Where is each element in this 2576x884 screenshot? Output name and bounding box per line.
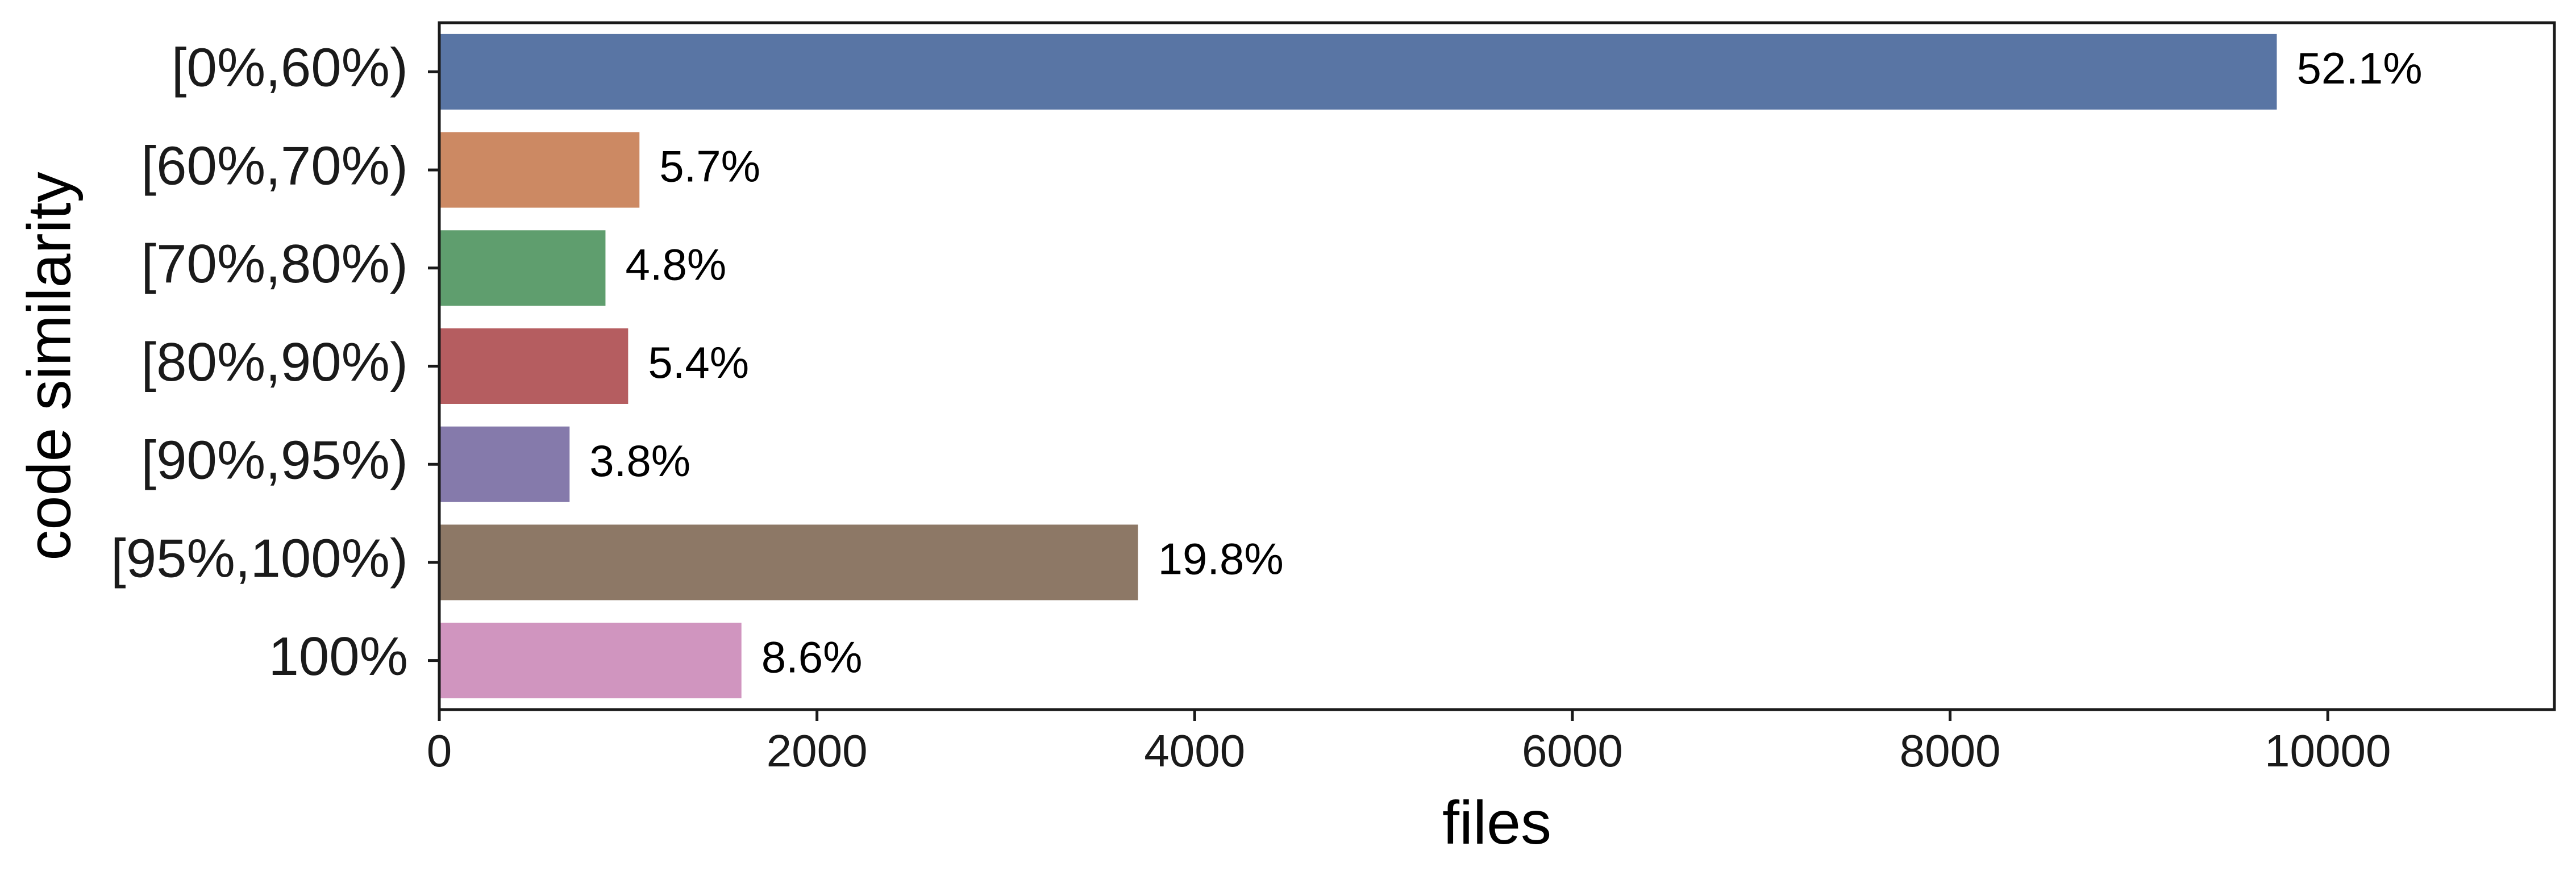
y-tick-label-0: [0%,60%) [172,37,408,98]
bar-3 [439,328,629,404]
y-axis: [0%,60%) [60%,70%) [70%,80%) [80%,90%) [90%,… [111,37,439,687]
y-tick-label-4: [90%,95%) [141,430,408,491]
x-axis: 0 2000 4000 6000 8000 10000 [427,710,2391,776]
plot-frame [438,21,2556,711]
bar-label-group: 52.1% 5.7% 4.8% 5.4% 3.8% 19.8% 8.6% [589,43,2422,682]
bar-value-label-2: 4.8% [625,239,726,289]
bar-value-label-0: 52.1% [2296,43,2422,93]
y-tick-label-2: [70%,80%) [141,233,408,294]
bar-value-label-4: 3.8% [589,436,690,486]
bar-value-label-5: 19.8% [1158,534,1284,584]
x-tick-label-3: 6000 [1522,725,1623,776]
x-tick-label-2: 4000 [1144,725,1245,776]
y-tick-label-3: [80%,90%) [141,332,408,393]
bar-2 [439,230,606,306]
bar-4 [439,426,570,502]
bar-5 [439,524,1138,601]
x-tick-label-5: 10000 [2265,725,2391,776]
x-axis-title: files [1442,788,1551,857]
x-tick-label-1: 2000 [767,725,868,776]
bar-0 [439,34,2277,110]
bar-value-label-6: 8.6% [761,632,863,682]
y-tick-label-6: 100% [268,626,408,687]
x-tick-label-0: 0 [427,725,452,776]
bar-group [439,34,2277,699]
y-tick-label-5: [95%,100%) [111,528,408,589]
bar-value-label-3: 5.4% [648,337,749,387]
bar-1 [439,132,640,208]
bar-value-label-1: 5.7% [659,141,760,191]
bar-6 [439,623,742,699]
y-axis-title: code similarity [15,172,84,560]
x-tick-label-4: 8000 [1900,725,2001,776]
y-tick-label-1: [60%,70%) [141,135,408,196]
